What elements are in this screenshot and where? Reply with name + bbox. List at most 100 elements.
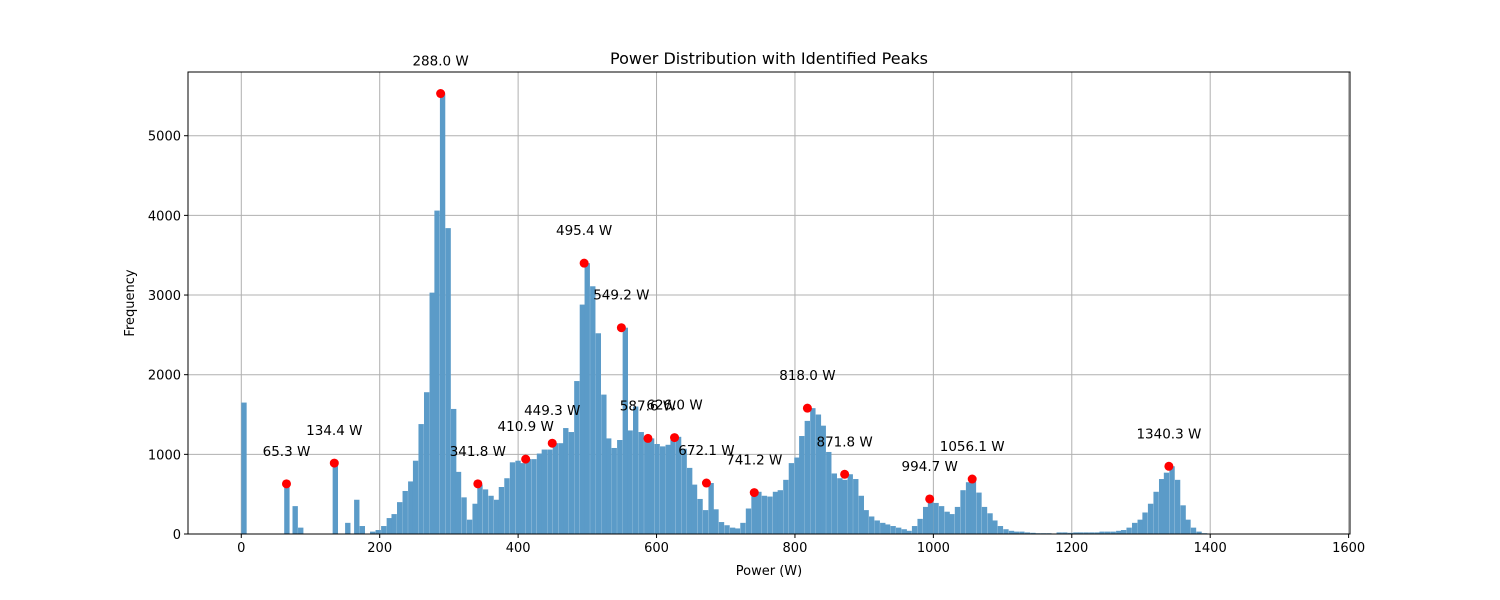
peak-marker bbox=[616, 323, 626, 333]
histogram-bar bbox=[590, 286, 596, 534]
peak-marker bbox=[802, 403, 812, 413]
histogram-bar bbox=[381, 526, 387, 534]
histogram-bar bbox=[734, 528, 741, 534]
y-tick-label: 0 bbox=[173, 528, 181, 543]
histogram-bar bbox=[1094, 532, 1100, 534]
histogram-bar bbox=[558, 443, 564, 534]
histogram-bar bbox=[820, 425, 826, 534]
histogram-bar bbox=[552, 443, 559, 534]
histogram-bar bbox=[638, 432, 644, 534]
histogram-bar bbox=[815, 414, 822, 534]
peak-marker bbox=[701, 478, 711, 488]
histogram-bar bbox=[1131, 522, 1138, 534]
histogram-bar bbox=[434, 210, 440, 534]
histogram-bar bbox=[531, 459, 537, 534]
x-tick-label: 1600 bbox=[1332, 541, 1365, 556]
histogram-bar bbox=[455, 471, 462, 534]
peak-marker bbox=[521, 454, 531, 464]
histogram-bar bbox=[1174, 479, 1181, 534]
histogram-bar bbox=[466, 519, 473, 534]
peak-marker bbox=[436, 89, 446, 99]
histogram-bar bbox=[1120, 530, 1127, 534]
histogram-bar bbox=[691, 484, 698, 534]
histogram-bar bbox=[292, 506, 298, 534]
histogram-bar bbox=[1185, 519, 1191, 534]
histogram-bar bbox=[895, 527, 902, 534]
histogram-bar bbox=[584, 263, 590, 534]
x-axis-label: Power (W) bbox=[736, 564, 802, 579]
y-tick-label: 5000 bbox=[148, 130, 181, 145]
peak-label: 495.4 W bbox=[556, 223, 612, 239]
histogram-bar bbox=[890, 526, 896, 534]
histogram-bar bbox=[1163, 472, 1170, 534]
histogram-bar bbox=[1110, 531, 1116, 534]
histogram-bar bbox=[1078, 532, 1084, 534]
histogram-bar bbox=[686, 467, 693, 534]
histogram-bar bbox=[1003, 529, 1009, 534]
peak-label: 587.6 W bbox=[620, 398, 676, 414]
peak-label: 288.0 W bbox=[412, 54, 468, 70]
histogram-bar bbox=[777, 490, 784, 534]
peak-label: 626.0 W bbox=[646, 398, 702, 414]
peak-marker bbox=[749, 488, 759, 498]
peak-label: 1340.3 W bbox=[1136, 426, 1201, 442]
histogram-bar bbox=[423, 392, 430, 534]
histogram-bar bbox=[799, 436, 805, 534]
histogram-bar bbox=[472, 503, 478, 534]
histogram-bar bbox=[1169, 466, 1175, 534]
histogram-bar bbox=[536, 453, 543, 534]
histogram-bar bbox=[960, 490, 966, 534]
histogram-bar bbox=[477, 484, 483, 534]
peak-label: 341.8 W bbox=[450, 444, 506, 460]
histogram-bar bbox=[1126, 527, 1132, 534]
histogram-bar bbox=[842, 479, 848, 534]
histogram-bar bbox=[644, 440, 650, 534]
x-tick-label: 800 bbox=[783, 541, 808, 556]
histogram-bar bbox=[1008, 530, 1015, 534]
histogram-bar bbox=[439, 93, 446, 534]
histogram-bar bbox=[345, 522, 351, 534]
y-tick-label: 4000 bbox=[148, 209, 181, 224]
histogram-bar bbox=[1196, 531, 1202, 534]
peak-label: 741.2 W bbox=[726, 453, 782, 469]
histogram-bar bbox=[1116, 530, 1122, 534]
histogram-bar bbox=[1147, 503, 1154, 534]
histogram-bar bbox=[659, 446, 666, 534]
histogram-bar bbox=[751, 494, 757, 534]
peak-label: 134.4 W bbox=[306, 423, 362, 439]
peak-marker bbox=[925, 494, 935, 504]
histogram-bar bbox=[547, 449, 553, 534]
histogram-bar bbox=[922, 506, 929, 534]
histogram-bar bbox=[992, 520, 998, 534]
histogram-bar bbox=[504, 478, 510, 534]
histogram-bar bbox=[970, 479, 977, 534]
histogram-bar bbox=[1024, 532, 1031, 534]
y-tick-label: 2000 bbox=[148, 369, 181, 384]
histogram-bar bbox=[1083, 532, 1089, 534]
peak-label: 410.9 W bbox=[498, 419, 554, 435]
histogram-bar bbox=[681, 448, 687, 534]
histogram-bar bbox=[1137, 519, 1143, 534]
histogram-bar bbox=[933, 502, 939, 534]
histogram-bar bbox=[482, 489, 489, 534]
peak-label: 1056.1 W bbox=[940, 439, 1005, 455]
histogram-bar bbox=[783, 479, 789, 534]
histogram-bar bbox=[837, 478, 843, 534]
histogram-bar bbox=[858, 495, 864, 534]
histogram-bar bbox=[917, 518, 923, 534]
plot-frame bbox=[187, 71, 1351, 535]
histogram-bar bbox=[702, 510, 709, 534]
peak-marker bbox=[670, 433, 680, 443]
peak-marker bbox=[281, 479, 291, 489]
peak-label: 994.7 W bbox=[902, 459, 958, 475]
histogram-bar bbox=[450, 408, 457, 534]
histogram-bar bbox=[853, 479, 859, 534]
histogram-bar bbox=[884, 524, 891, 534]
peak-marker bbox=[840, 469, 850, 479]
histogram-bar bbox=[976, 492, 982, 534]
y-axis-ticks: 0 1000 2000 3000 4000 5000 bbox=[148, 130, 188, 543]
histogram-bar bbox=[740, 522, 746, 534]
histogram-bar bbox=[794, 457, 800, 534]
histogram-bar bbox=[1073, 532, 1079, 534]
y-tick-label: 3000 bbox=[148, 289, 181, 304]
